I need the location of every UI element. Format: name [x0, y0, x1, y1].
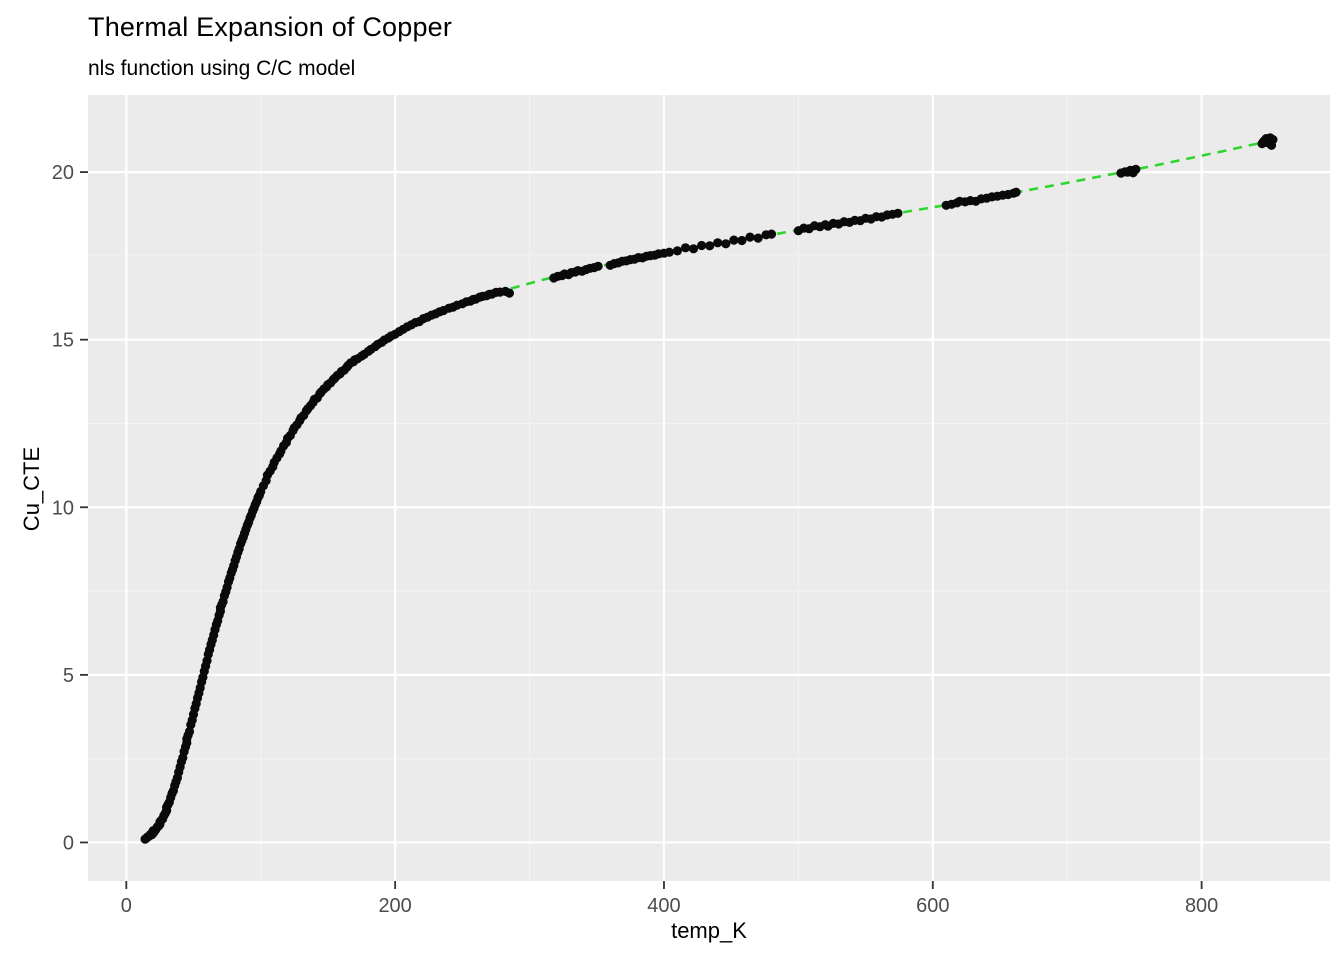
y-tick-label: 20: [52, 162, 74, 184]
plot-panel: [88, 95, 1330, 881]
data-point: [593, 261, 603, 271]
data-point: [1268, 135, 1278, 145]
chart-subtitle: nls function using C/C model: [88, 57, 356, 80]
y-axis-title: Cu_CTE: [19, 446, 44, 532]
data-point: [705, 241, 715, 251]
x-tick-label: 400: [647, 895, 680, 917]
y-tick-label: 0: [63, 832, 74, 854]
data-point: [1131, 164, 1141, 174]
x-tick-label: 800: [1185, 895, 1218, 917]
x-tick-label: 600: [916, 895, 949, 917]
y-tick-label: 15: [52, 330, 74, 352]
major-gridlines: [88, 95, 1330, 881]
scatter-points: [140, 133, 1278, 844]
data-point: [697, 240, 707, 251]
data-point: [688, 244, 699, 254]
x-tick-label: 200: [378, 895, 411, 917]
y-tick-label: 10: [52, 497, 74, 519]
data-point: [1011, 187, 1021, 197]
y-tick-label: 5: [63, 665, 74, 687]
data-point: [713, 238, 723, 248]
data-point: [745, 232, 755, 242]
x-axis-title: temp_K: [671, 918, 747, 943]
data-point: [672, 246, 683, 256]
data-point: [737, 235, 747, 246]
data-point: [766, 229, 777, 239]
data-point: [893, 208, 903, 218]
axis-ticks: [80, 171, 1203, 889]
data-point: [721, 239, 731, 249]
data-point: [753, 233, 763, 243]
chart-title: Thermal Expansion of Copper: [88, 12, 453, 42]
x-tick-label: 0: [121, 895, 132, 917]
data-point: [729, 235, 739, 245]
data-point: [680, 243, 691, 253]
data-point: [664, 247, 674, 257]
data-point: [504, 288, 514, 298]
axis-tick-labels: 0 200 400 600 800 0 5 10 15 20: [52, 162, 1219, 917]
